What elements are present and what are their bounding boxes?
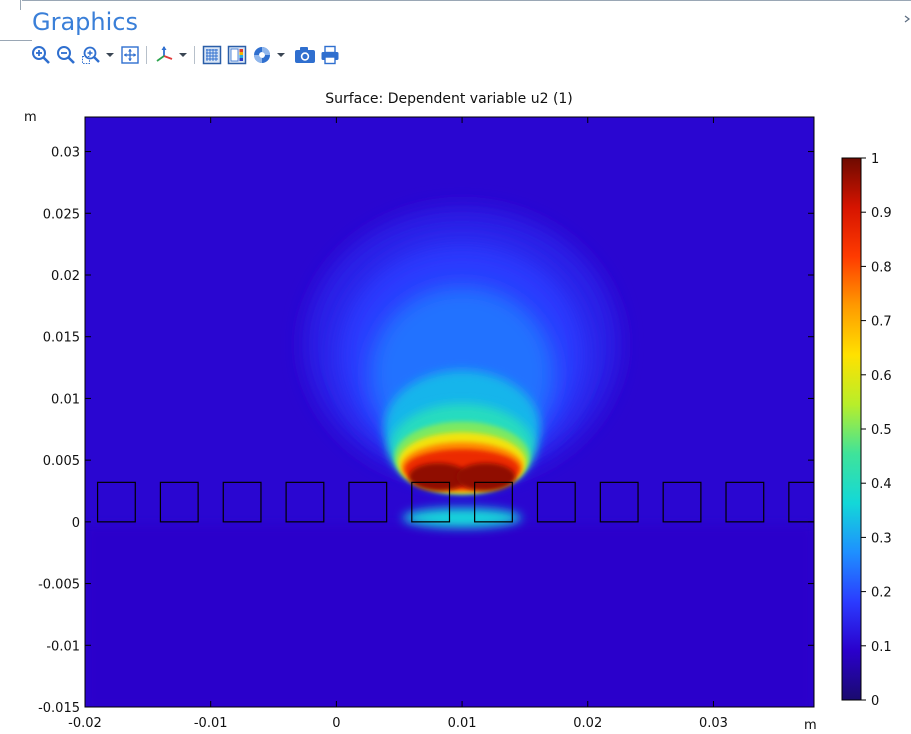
graphics-toolbar (30, 43, 344, 67)
print-icon (321, 45, 339, 65)
domain-block (96, 481, 136, 523)
zoom-extents-button[interactable] (119, 44, 141, 66)
chevron-down-icon (277, 53, 285, 57)
legend-toggle-button[interactable] (226, 44, 248, 66)
toolbar-separator (146, 46, 147, 64)
surface-plot[interactable]: Surface: Dependent variable u2 (1) -0.02… (0, 80, 911, 734)
grid-toggle-icon (202, 45, 222, 65)
x-tick-label: 0 (332, 716, 340, 731)
y-tick-label: 0.025 (43, 207, 80, 222)
axis-orientation-icon (156, 46, 173, 62)
y-tick-label: -0.01 (46, 639, 80, 654)
zoom-in-button[interactable] (30, 44, 52, 66)
legend-toggle-icon (227, 45, 247, 65)
y-tick-label: 0.03 (51, 146, 80, 161)
zoom-out-button[interactable] (55, 44, 77, 66)
zoom-box-icon (82, 46, 100, 64)
field-substrate (85, 524, 814, 707)
grid-toggle-button[interactable] (201, 44, 223, 66)
domain-block (411, 481, 451, 523)
colorbar-tick-label: 0.9 (871, 206, 892, 221)
domain-block (348, 481, 388, 523)
zoom-in-icon (32, 46, 50, 64)
zoom-box-dropdown[interactable] (105, 44, 115, 66)
field-contour (402, 507, 522, 528)
x-tick-label: -0.02 (68, 716, 102, 731)
y-axis-unit-label: m (24, 110, 37, 125)
axis-orientation-dropdown[interactable] (178, 44, 188, 66)
toolbar-separator (194, 46, 195, 64)
scene-light-button[interactable] (251, 44, 273, 66)
chevron-down-icon (106, 53, 114, 57)
domain-block (725, 481, 765, 523)
plot-frame (84, 116, 815, 708)
colorbar: 1 0.9 0.8 0.7 0.6 0.5 0.4 0.3 0.2 0.1 0 (841, 152, 892, 709)
zoom-box-button[interactable] (80, 44, 102, 66)
x-tick-label: 0.01 (448, 716, 477, 731)
x-tick-label: 0.03 (699, 716, 728, 731)
image-snapshot-button[interactable] (294, 44, 316, 66)
colorbar-tick-label: 0.7 (871, 315, 892, 330)
colorbar-tick-label: 0 (871, 694, 879, 709)
colorbar-tick-label: 0.4 (871, 477, 892, 492)
x-tick-label: 0.02 (573, 716, 602, 731)
panel-menu-chevron-icon[interactable] (904, 14, 911, 24)
print-button[interactable] (319, 44, 341, 66)
window-frame-notch (20, 0, 21, 10)
plot-title: Surface: Dependent variable u2 (1) (325, 91, 573, 107)
y-tick-label: 0.02 (51, 269, 80, 284)
domain-block (159, 481, 199, 523)
domain-block (474, 481, 513, 523)
surface-field (85, 117, 814, 707)
zoom-out-icon (57, 46, 75, 64)
colorbar-tick-label: 1 (871, 152, 879, 167)
y-tick-label: 0.015 (43, 331, 80, 346)
y-tick-label: -0.005 (38, 578, 80, 593)
domain-blocks (96, 481, 814, 523)
colorbar-tick-label: 0.1 (871, 640, 892, 655)
colorbar-tick-label: 0.6 (871, 369, 892, 384)
field-hot-lobe (408, 462, 468, 491)
window-frame-top (22, 0, 911, 1)
camera-snapshot-icon (295, 47, 315, 63)
plot-area[interactable]: Surface: Dependent variable u2 (1) -0.02… (0, 80, 911, 734)
colorbar-tick-label: 0.8 (871, 260, 892, 275)
y-tick-label: 0.01 (51, 392, 80, 407)
scene-light-icon (254, 47, 270, 63)
y-axis: 0.03 0.025 0.02 0.015 0.01 0.005 0 -0.005 -0.01 -… (38, 146, 814, 716)
x-tick-label: -0.01 (194, 716, 228, 731)
domain-block (222, 481, 262, 523)
x-axis-unit-label: m (804, 718, 817, 733)
field-hot-lobe (456, 462, 516, 491)
x-axis: -0.02 -0.01 0 0.01 0.02 0.03 (68, 117, 728, 731)
domain-block (536, 481, 576, 523)
domain-block (662, 481, 702, 523)
colorbar-tick-label: 0.5 (871, 423, 892, 438)
chevron-down-icon (179, 53, 187, 57)
axis-orientation-button[interactable] (153, 44, 175, 66)
colorbar-tick-label: 0.3 (871, 531, 892, 546)
colorbar-tick-label: 0.2 (871, 586, 892, 601)
domain-block (285, 481, 325, 523)
y-tick-label: 0 (72, 516, 80, 531)
scene-light-dropdown[interactable] (276, 44, 286, 66)
window-frame-left (0, 40, 32, 41)
domain-block (599, 481, 639, 523)
domain-block (788, 481, 814, 523)
y-tick-label: 0.005 (43, 454, 80, 469)
colorbar-gradient (841, 157, 862, 701)
zoom-extents-icon (121, 46, 139, 64)
panel-title: Graphics (32, 8, 138, 36)
y-tick-label: -0.015 (38, 701, 80, 716)
